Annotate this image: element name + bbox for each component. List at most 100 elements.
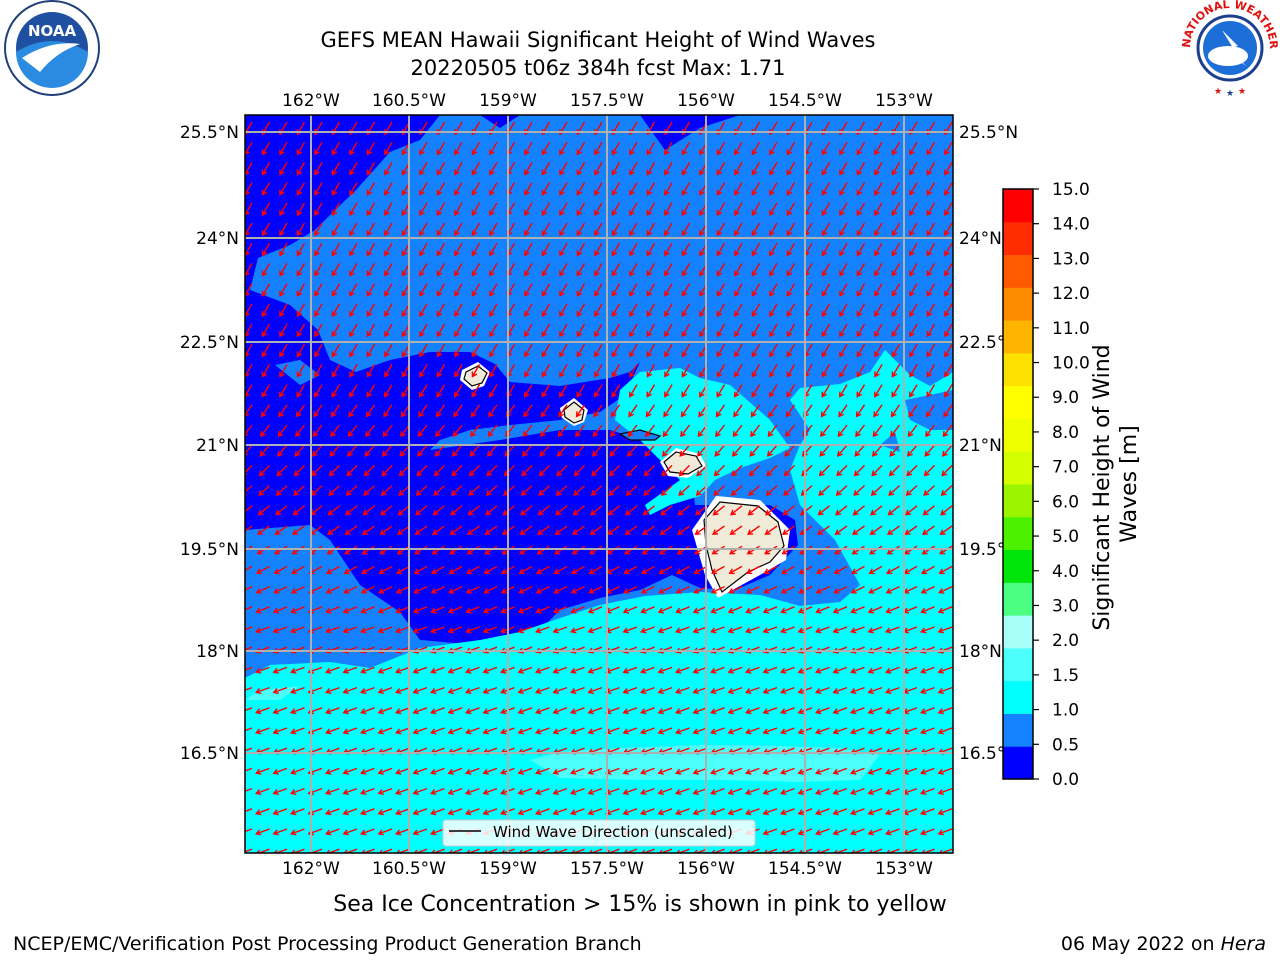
wave-direction-arrow xyxy=(326,565,340,575)
wave-direction-arrow xyxy=(342,727,358,735)
wave-direction-arrow xyxy=(629,283,638,297)
wave-direction-arrow xyxy=(675,585,690,594)
wave-direction-arrow xyxy=(745,585,760,594)
wave-direction-arrow xyxy=(345,485,358,496)
wave-direction-arrow xyxy=(786,323,796,338)
wave-direction-arrow xyxy=(944,141,953,156)
wave-direction-arrow xyxy=(245,505,253,515)
wave-direction-arrow xyxy=(710,707,725,715)
wave-direction-arrow xyxy=(728,848,743,853)
grid-lines xyxy=(245,115,953,853)
wave-direction-arrow xyxy=(377,686,393,694)
wave-direction-arrow xyxy=(587,808,603,816)
wave-direction-arrow xyxy=(291,848,305,853)
wave-direction-arrow xyxy=(366,222,376,237)
wave-direction-arrow xyxy=(430,767,445,775)
wave-direction-arrow xyxy=(716,283,726,297)
wave-direction-arrow xyxy=(360,828,375,836)
wave-direction-arrow xyxy=(540,404,551,418)
wave-direction-arrow xyxy=(366,384,376,398)
wave-direction-arrow xyxy=(570,727,585,735)
wave-direction-arrow xyxy=(517,787,533,795)
wave-direction-arrow xyxy=(641,848,655,853)
wave-direction-arrow xyxy=(574,444,586,457)
wave-direction-arrow xyxy=(850,808,865,816)
wave-direction-arrow xyxy=(890,404,901,418)
wave-direction-arrow xyxy=(856,343,866,358)
wave-direction-arrow xyxy=(626,464,638,477)
wave-direction-arrow xyxy=(676,525,690,535)
wave-direction-arrow xyxy=(646,384,656,398)
wave-direction-arrow xyxy=(716,141,726,156)
wave-direction-arrow xyxy=(556,464,568,477)
wave-direction-arrow xyxy=(447,727,463,735)
wave-direction-arrow xyxy=(937,606,953,614)
colorbar-segment xyxy=(1003,615,1033,649)
wave-direction-arrow xyxy=(290,666,305,674)
wave-direction-arrow xyxy=(692,606,708,614)
wave-direction-arrow xyxy=(451,444,463,457)
wave-direction-arrow xyxy=(867,787,883,795)
wave-direction-arrow xyxy=(524,141,533,156)
wave-direction-arrow xyxy=(436,384,446,398)
wave-direction-arrow xyxy=(920,686,935,694)
wave-direction-arrow xyxy=(471,283,481,297)
wave-direction-arrow xyxy=(296,222,306,237)
wave-direction-arrow xyxy=(856,283,866,297)
wave-direction-arrow xyxy=(436,283,446,297)
wave-direction-arrow xyxy=(296,162,306,176)
wave-direction-arrow xyxy=(716,364,726,378)
wave-direction-arrow xyxy=(715,404,726,418)
wave-direction-arrow xyxy=(489,364,498,378)
wave-direction-arrow xyxy=(594,141,603,156)
wave-direction-arrow xyxy=(594,162,603,176)
wave-direction-arrow xyxy=(769,242,778,257)
wave-direction-arrow xyxy=(419,283,428,297)
colorbar-segments xyxy=(1003,189,1033,780)
colorbar-tick-label: 4.0 xyxy=(1052,562,1079,582)
wave-direction-arrow xyxy=(296,303,306,318)
wave-direction-arrow xyxy=(664,182,673,196)
wave-direction-arrow xyxy=(750,404,761,418)
wave-direction-arrow xyxy=(272,828,288,836)
wave-direction-arrow xyxy=(734,364,743,378)
wave-direction-arrow xyxy=(626,444,638,457)
wave-direction-arrow xyxy=(349,283,358,297)
wave-direction-arrow xyxy=(363,485,375,496)
wave-direction-arrow xyxy=(850,767,865,775)
wave-direction-arrow xyxy=(839,162,848,176)
wave-direction-arrow xyxy=(412,606,428,614)
wave-direction-arrow xyxy=(382,424,393,438)
wave-direction-arrow xyxy=(905,505,918,516)
wave-direction-arrow xyxy=(447,686,463,694)
wave-direction-arrow xyxy=(329,444,341,457)
wave-direction-arrow xyxy=(395,707,410,715)
wave-direction-arrow xyxy=(751,182,761,196)
wave-direction-arrow xyxy=(623,585,638,594)
wave-direction-arrow xyxy=(573,464,585,477)
wave-direction-arrow xyxy=(780,808,795,816)
wave-direction-arrow xyxy=(261,141,271,156)
wave-direction-arrow xyxy=(570,666,585,674)
wave-direction-arrow xyxy=(396,848,410,853)
wave-direction-arrow xyxy=(470,404,481,418)
wave-direction-arrow xyxy=(296,263,306,277)
wave-direction-arrow xyxy=(342,686,358,694)
wave-direction-arrow xyxy=(832,666,848,674)
wave-direction-arrow xyxy=(483,585,498,594)
colorbar-tick-label: 3.0 xyxy=(1052,596,1079,616)
colorbar-tick-label: 14.0 xyxy=(1052,215,1090,235)
wave-direction-arrow xyxy=(746,848,760,853)
wave-direction-arrow xyxy=(384,222,393,237)
wave-direction-arrow xyxy=(384,162,393,176)
wave-direction-arrow xyxy=(713,485,725,496)
wave-direction-arrow xyxy=(325,666,340,674)
wave-direction-arrow xyxy=(926,364,936,378)
wave-direction-arrow xyxy=(570,787,585,795)
wave-direction-arrow xyxy=(413,585,428,594)
colorbar-ticks: 0.0 0.5 1.0 1.5 2.0 3.0 4.0 5.0 6.0 7.0 8.0 9.0 10.0… xyxy=(1033,180,1090,790)
colorbar-segment xyxy=(1003,451,1033,485)
wave-direction-arrow xyxy=(850,626,865,634)
wave-direction-arrow xyxy=(587,787,603,795)
wave-direction-arrow xyxy=(430,585,445,594)
